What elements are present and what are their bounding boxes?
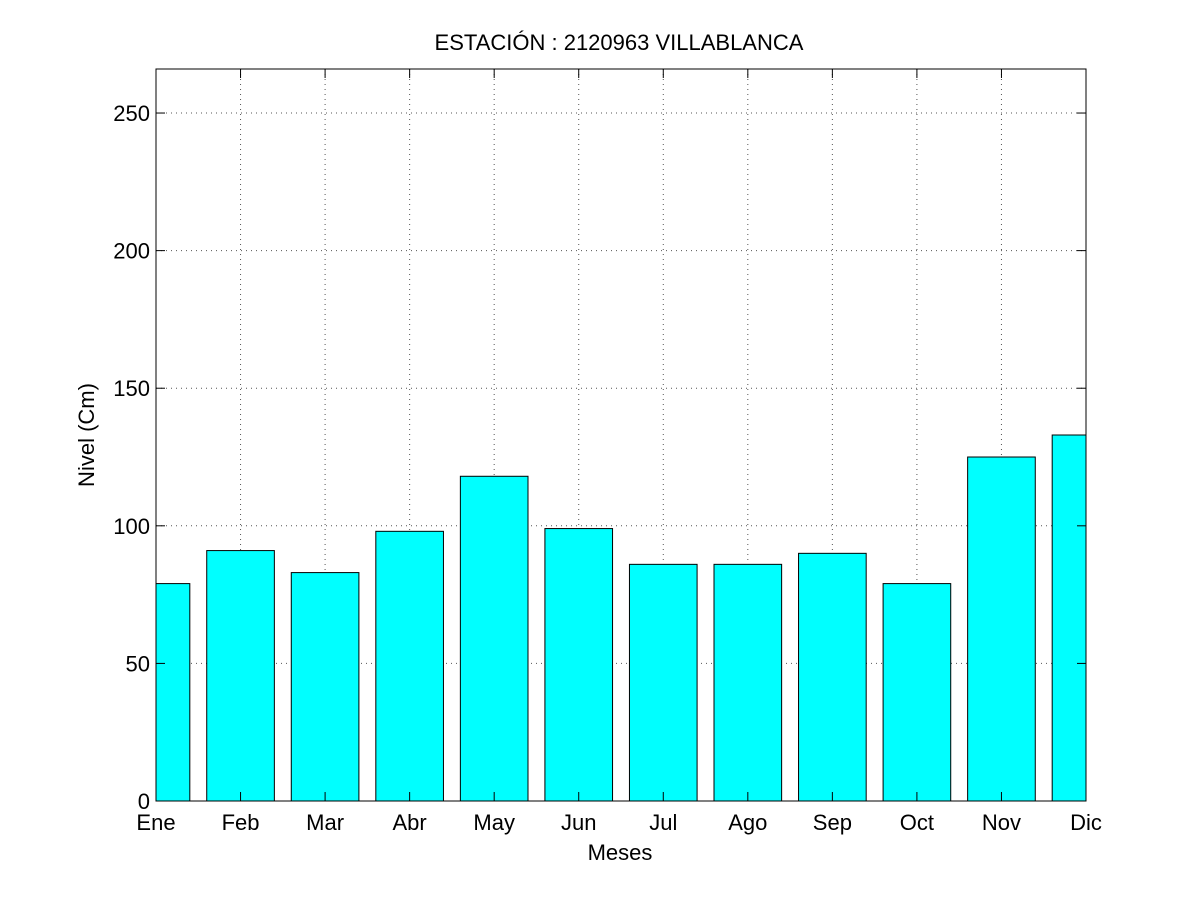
bar-jun [544, 528, 614, 801]
y-tick-label: 100 [113, 514, 150, 539]
bar-feb [206, 550, 275, 801]
x-tick-label-jul: Jul [649, 810, 677, 835]
bar-oct [882, 583, 952, 801]
y-tick-label: 0 [138, 789, 150, 814]
bar-ene [156, 583, 191, 801]
x-tick-label-dic: Dic [1070, 810, 1102, 835]
x-tick-labels: Ene Feb Mar Abr May Jun Jul Ago Sep Oct Nov Dic [136, 810, 1101, 835]
bar-ago [713, 563, 783, 801]
y-axis-label: Nivel (Cm) [74, 383, 99, 487]
bar-sep [798, 552, 867, 801]
y-tick-label: 150 [113, 376, 150, 401]
x-tick-label-mar: Mar [306, 810, 344, 835]
axis-ticks [155, 69, 1087, 802]
y-tick-labels: 0 50 100 150 200 250 [113, 101, 150, 814]
x-tick-label-may: May [473, 810, 515, 835]
y-tick-label: 200 [113, 239, 150, 264]
x-tick-label-nov: Nov [982, 810, 1021, 835]
x-tick-label-abr: Abr [393, 810, 427, 835]
x-axis-label: Meses [588, 840, 653, 865]
x-tick-label-jun: Jun [561, 810, 596, 835]
y-tick-label: 250 [113, 101, 150, 126]
x-tick-label-oct: Oct [900, 810, 934, 835]
bar-nov [967, 456, 1036, 801]
bar-dic [1051, 434, 1086, 801]
chart-title: ESTACIÓN : 2120963 VILLABLANCA [435, 30, 804, 55]
plot-frame [155, 68, 1087, 802]
x-tick-label-sep: Sep [813, 810, 852, 835]
x-tick-label-ene: Ene [136, 810, 175, 835]
bars [156, 434, 1086, 801]
bar-may [459, 475, 529, 801]
y-tick-label: 50 [126, 651, 150, 676]
x-tick-label-feb: Feb [222, 810, 260, 835]
bar-abr [375, 530, 444, 801]
bar-jul [628, 563, 698, 801]
bar-mar [290, 572, 360, 801]
x-tick-label-ago: Ago [728, 810, 767, 835]
